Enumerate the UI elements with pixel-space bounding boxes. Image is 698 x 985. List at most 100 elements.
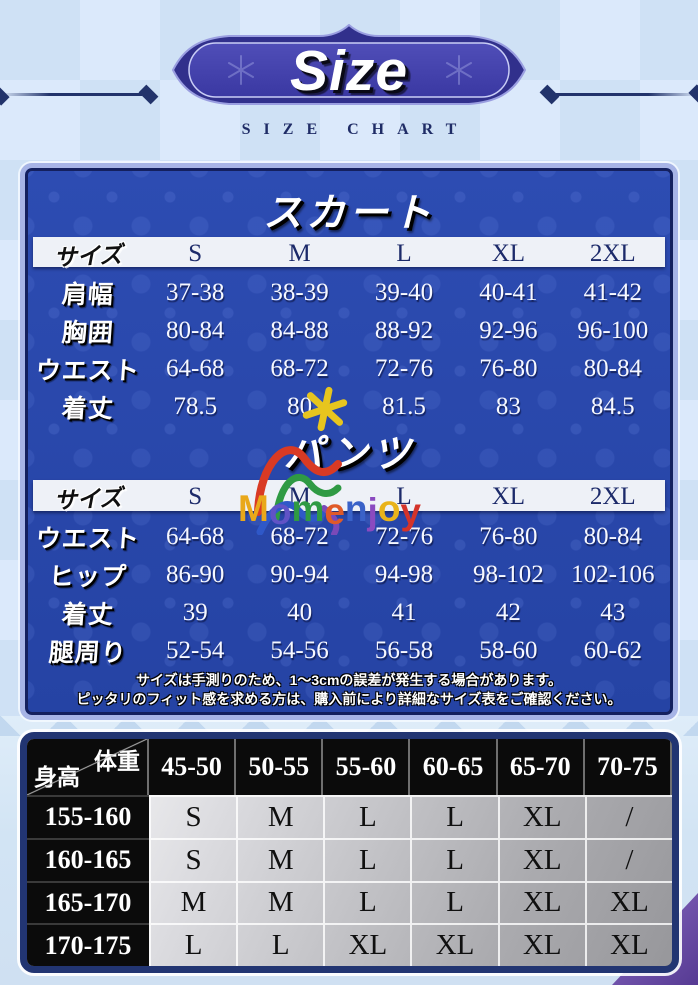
cell-value: 81.5 bbox=[382, 393, 426, 420]
page-subtitle: SIZE CHART bbox=[241, 121, 470, 138]
size-cell: XL bbox=[497, 837, 585, 881]
pants-table-body: ウエスト 64-68 68-72 72-76 76-80 80-84 ヒップ 8… bbox=[33, 518, 665, 670]
table-row: 肩幅 37-38 38-39 39-40 40-41 41-42 bbox=[33, 274, 665, 312]
momenjoy-watermark: M o m e n j o y bbox=[238, 386, 460, 538]
diamond-ornament-icon bbox=[138, 84, 159, 105]
size-cell: M bbox=[236, 837, 324, 881]
cell-value: 96-100 bbox=[577, 317, 649, 344]
watermark-letter: o bbox=[268, 491, 292, 532]
watermark-text: M o m e n j o y bbox=[238, 488, 468, 532]
row-label: 着丈 bbox=[60, 395, 115, 423]
row-label: ヒップ bbox=[47, 563, 128, 591]
watermark-letter: m bbox=[291, 488, 325, 529]
cell-value: 94-98 bbox=[374, 561, 434, 588]
cell-value: 80-84 bbox=[583, 523, 642, 550]
table-row: 着丈 39 40 41 42 43 bbox=[33, 594, 665, 632]
weight-header-label: 体重 bbox=[94, 748, 140, 774]
cell-value: 41-42 bbox=[583, 279, 642, 306]
cell-value: 42 bbox=[495, 599, 521, 626]
cell-value: 72-76 bbox=[374, 355, 434, 382]
rainbow-arc-icon bbox=[254, 446, 342, 535]
weight-range-header: 50-55 bbox=[236, 739, 324, 795]
size-cell: L bbox=[410, 837, 498, 881]
size-cell: XL bbox=[410, 923, 498, 966]
note-line: ピッタリのフィット感を求める方は、購入前により詳細なサイズ表をご確認ください。 bbox=[76, 691, 622, 707]
size-cell: L bbox=[410, 880, 498, 924]
title-banner: Size bbox=[169, 24, 529, 120]
row-label: ウエスト bbox=[34, 525, 141, 553]
cell-value: 68-72 bbox=[270, 523, 329, 550]
right-divider-line bbox=[539, 84, 698, 105]
cell-value: 37-38 bbox=[166, 279, 225, 306]
cell-value: 41 bbox=[391, 599, 417, 626]
watermark-letter: M bbox=[238, 488, 269, 529]
cell-value: 102-106 bbox=[571, 561, 655, 588]
cell-value: 86-90 bbox=[166, 561, 225, 588]
height-range-label: 170-175 bbox=[27, 923, 149, 966]
size-cell: / bbox=[584, 795, 672, 838]
cell-value: 98-102 bbox=[472, 561, 544, 588]
size-notes: サイズは手測りのため、1〜3cmの誤差が発生する場合があります。 ピッタリのフィ… bbox=[25, 671, 673, 709]
cell-value: 88-92 bbox=[374, 317, 434, 344]
size-cell: L bbox=[149, 923, 237, 966]
weight-range-header: 45-50 bbox=[149, 739, 237, 795]
size-cell: L bbox=[323, 837, 411, 881]
column-header: L bbox=[396, 240, 412, 267]
size-cell: L bbox=[410, 795, 498, 838]
cell-value: 64-68 bbox=[166, 523, 225, 550]
row-label: 着丈 bbox=[60, 601, 115, 629]
table-row: ヒップ 86-90 90-94 94-98 98-102 102-106 bbox=[33, 556, 665, 594]
cell-value: 92-96 bbox=[479, 317, 538, 344]
cell-value: 76-80 bbox=[479, 355, 538, 382]
table-row: 胸囲 80-84 84-88 88-92 92-96 96-100 bbox=[33, 312, 665, 350]
row-label: 胸囲 bbox=[60, 319, 115, 347]
watermark-letter: j bbox=[367, 491, 378, 532]
size-header-label: サイズ bbox=[53, 241, 123, 271]
cell-value: 60-62 bbox=[583, 637, 642, 664]
asterisk-icon bbox=[302, 386, 348, 432]
column-header: M bbox=[288, 240, 311, 267]
cell-value: 56-58 bbox=[374, 637, 434, 664]
weight-range-header: 65-70 bbox=[497, 739, 585, 795]
size-cell: S bbox=[149, 795, 237, 838]
size-cell: M bbox=[236, 795, 324, 838]
cell-value: 58-60 bbox=[479, 637, 538, 664]
watermark-letter: o bbox=[377, 488, 401, 529]
cell-value: 78.5 bbox=[173, 393, 218, 420]
zigzag-edge bbox=[0, 716, 698, 736]
row-label: ウエスト bbox=[34, 357, 141, 385]
row-label: 肩幅 bbox=[60, 281, 115, 309]
table-row: ウエスト 64-68 68-72 72-76 76-80 80-84 bbox=[33, 518, 665, 556]
column-header: S bbox=[188, 483, 203, 510]
row-label: 腿周り bbox=[47, 639, 128, 667]
cell-value: 43 bbox=[600, 599, 626, 626]
height-header-label: 身高 bbox=[34, 764, 80, 790]
cell-value: 68-72 bbox=[270, 355, 329, 382]
size-cell: XL bbox=[497, 880, 585, 924]
size-cell: XL bbox=[584, 923, 672, 966]
banner-frame bbox=[171, 24, 527, 105]
watermark-letter: y bbox=[400, 491, 421, 532]
skirt-table-body: 肩幅 37-38 38-39 39-40 40-41 41-42 胸囲 80-8… bbox=[33, 274, 665, 426]
cell-value: 38-39 bbox=[270, 279, 329, 306]
cell-value: 40 bbox=[287, 599, 313, 626]
cell-value: 39-40 bbox=[374, 279, 434, 306]
size-cell: / bbox=[584, 837, 672, 881]
size-cell: XL bbox=[323, 923, 411, 966]
table-row: 着丈 78.5 80 81.5 83 84.5 bbox=[33, 388, 665, 426]
weight-range-header: 60-65 bbox=[410, 739, 498, 795]
size-cell: M bbox=[236, 880, 324, 924]
cell-value: 54-56 bbox=[270, 637, 329, 664]
skirt-table-title: スカート bbox=[262, 192, 435, 235]
cell-value: 90-94 bbox=[270, 561, 329, 588]
cell-value: 76-80 bbox=[479, 523, 538, 550]
size-header-label: サイズ bbox=[53, 484, 123, 514]
table-row: ウエスト 64-68 68-72 72-76 76-80 80-84 bbox=[33, 350, 665, 388]
cell-value: 84.5 bbox=[590, 393, 635, 420]
size-tables-panel: スカート サイズ S M L XL 2XL 肩幅 37-38 38-39 39-… bbox=[20, 163, 678, 720]
size-cell: XL bbox=[497, 795, 585, 838]
size-cell: XL bbox=[497, 923, 585, 966]
corner-header-cell: 体重 身高 bbox=[27, 739, 149, 795]
cell-value: 39 bbox=[182, 599, 208, 626]
